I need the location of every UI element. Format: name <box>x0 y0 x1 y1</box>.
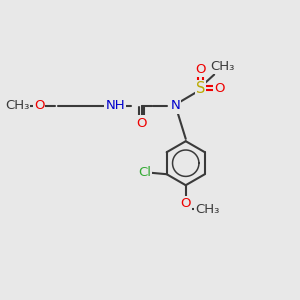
Text: CH₃: CH₃ <box>196 203 220 216</box>
Text: CH₃: CH₃ <box>210 60 234 73</box>
Text: O: O <box>34 100 44 112</box>
Text: O: O <box>181 197 191 210</box>
Text: NH: NH <box>106 100 125 112</box>
Text: CH₃: CH₃ <box>5 100 29 112</box>
Text: N: N <box>171 100 180 112</box>
Text: O: O <box>136 116 147 130</box>
Text: O: O <box>195 63 206 76</box>
Text: O: O <box>214 82 225 95</box>
Text: Cl: Cl <box>138 166 151 179</box>
Text: S: S <box>196 81 205 96</box>
